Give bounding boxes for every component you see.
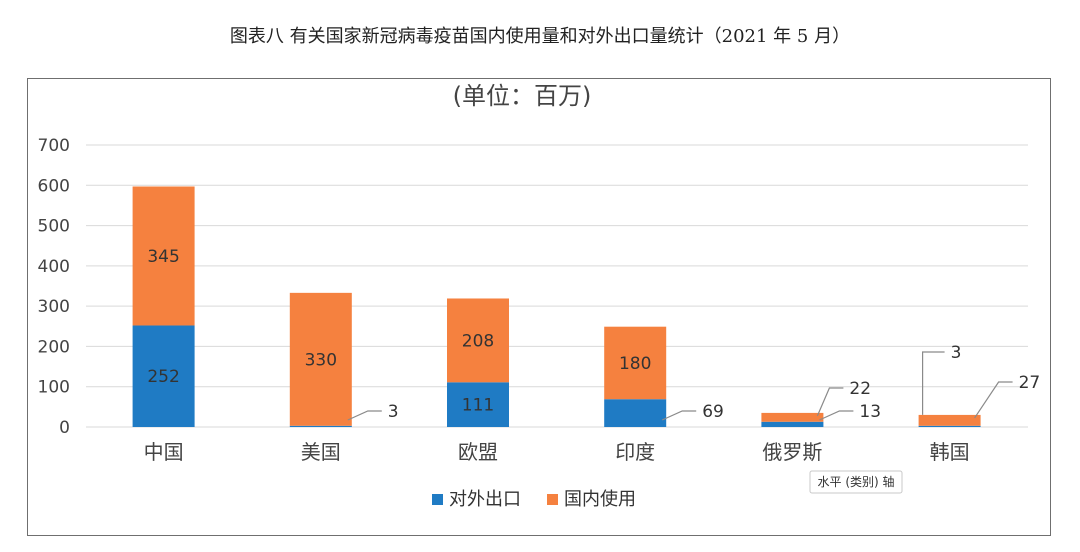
- leader-line: [347, 410, 382, 421]
- x-category-label: 中国: [144, 440, 184, 464]
- bar-segment-domestic[interactable]: 国内使用 330: [289, 292, 352, 426]
- y-tick-label: 300: [38, 297, 70, 317]
- x-axis: 中国 美国 欧盟 印度 俄罗斯 韩国: [144, 440, 970, 464]
- data-label-export: 69: [702, 402, 724, 422]
- y-tick-label: 200: [38, 337, 70, 357]
- bar-segment-domestic[interactable]: 国内使用 345: [132, 186, 195, 326]
- leader-line: [921, 351, 945, 415]
- chart-area[interactable]: [27, 78, 1051, 536]
- x-category-label: 美国: [301, 440, 341, 464]
- y-tick-label: 400: [38, 257, 70, 277]
- data-label-export: 252: [147, 367, 179, 387]
- bar-segment-domestic[interactable]: 国内使用 180: [604, 326, 667, 400]
- bar-segment-export[interactable]: 对外出口 69: [604, 399, 667, 427]
- bar-segment-export[interactable]: 对外出口 252: [132, 325, 195, 427]
- data-label-domestic: 330: [305, 350, 337, 370]
- bar-segment-export[interactable]: 对外出口 3: [289, 425, 352, 427]
- x-category-label: 俄罗斯: [762, 440, 822, 464]
- tooltip-box: [809, 470, 903, 494]
- bar-segment-domestic[interactable]: 国内使用 208: [447, 298, 509, 383]
- bar-segment-domestic[interactable]: 国内使用 22: [761, 412, 824, 422]
- y-tick-label: 600: [38, 176, 70, 196]
- legend: 对外出口 国内使用: [432, 489, 636, 510]
- leader-line: [819, 410, 854, 421]
- leader-line: [974, 381, 1013, 419]
- data-label-export: 111: [462, 396, 494, 416]
- x-category-label: 韩国: [930, 440, 970, 464]
- bar-segment-export[interactable]: 对外出口 3: [918, 425, 981, 427]
- gridlines: [86, 144, 1028, 428]
- y-axis: 0 100 200 300 400 500 600 700: [38, 136, 70, 438]
- legend-label: 国内使用: [564, 489, 636, 510]
- data-labels: 252 345 3 330 111 208 69 180 13 22 3 27: [147, 247, 1040, 422]
- document-caption: 图表八 有关国家新冠病毒疫苗国内使用量和对外出口量统计（2021 年 5 月）: [229, 26, 851, 47]
- data-label-domestic: 345: [147, 247, 179, 267]
- data-label-export: 3: [388, 402, 399, 422]
- data-label-domestic: 22: [849, 379, 871, 399]
- y-tick-label: 100: [38, 378, 70, 398]
- legend-label: 对外出口: [449, 489, 521, 510]
- bar-segment-export[interactable]: 对外出口 13: [761, 421, 824, 427]
- tooltip-text: 水平 (类别) 轴: [818, 474, 895, 489]
- y-tick-label: 500: [38, 217, 70, 237]
- legend-swatch: [547, 494, 558, 505]
- x-category-label: 印度: [615, 440, 655, 464]
- axis-tooltip: 水平 (类别) 轴: [809, 470, 903, 494]
- leader-line: [661, 410, 697, 421]
- data-label-export: 3: [951, 343, 962, 363]
- y-tick-label: 700: [38, 136, 70, 156]
- chart-title: (单位：百万): [453, 82, 592, 110]
- leader-line: [816, 387, 844, 417]
- data-label-domestic: 27: [1019, 373, 1041, 393]
- data-label-domestic: 208: [462, 331, 494, 351]
- data-label-domestic: 180: [619, 354, 651, 374]
- y-tick-label: 0: [59, 418, 70, 438]
- bar-segment-export[interactable]: 对外出口 111: [447, 382, 509, 427]
- bar-segment-domestic[interactable]: 国内使用 27: [918, 414, 981, 426]
- x-category-label: 欧盟: [458, 440, 498, 464]
- bars: 对外出口 252国内使用 345对外出口 3国内使用 330对外出口 111国内…: [132, 186, 981, 427]
- legend-swatch: [432, 494, 443, 505]
- data-label-export: 13: [859, 402, 881, 422]
